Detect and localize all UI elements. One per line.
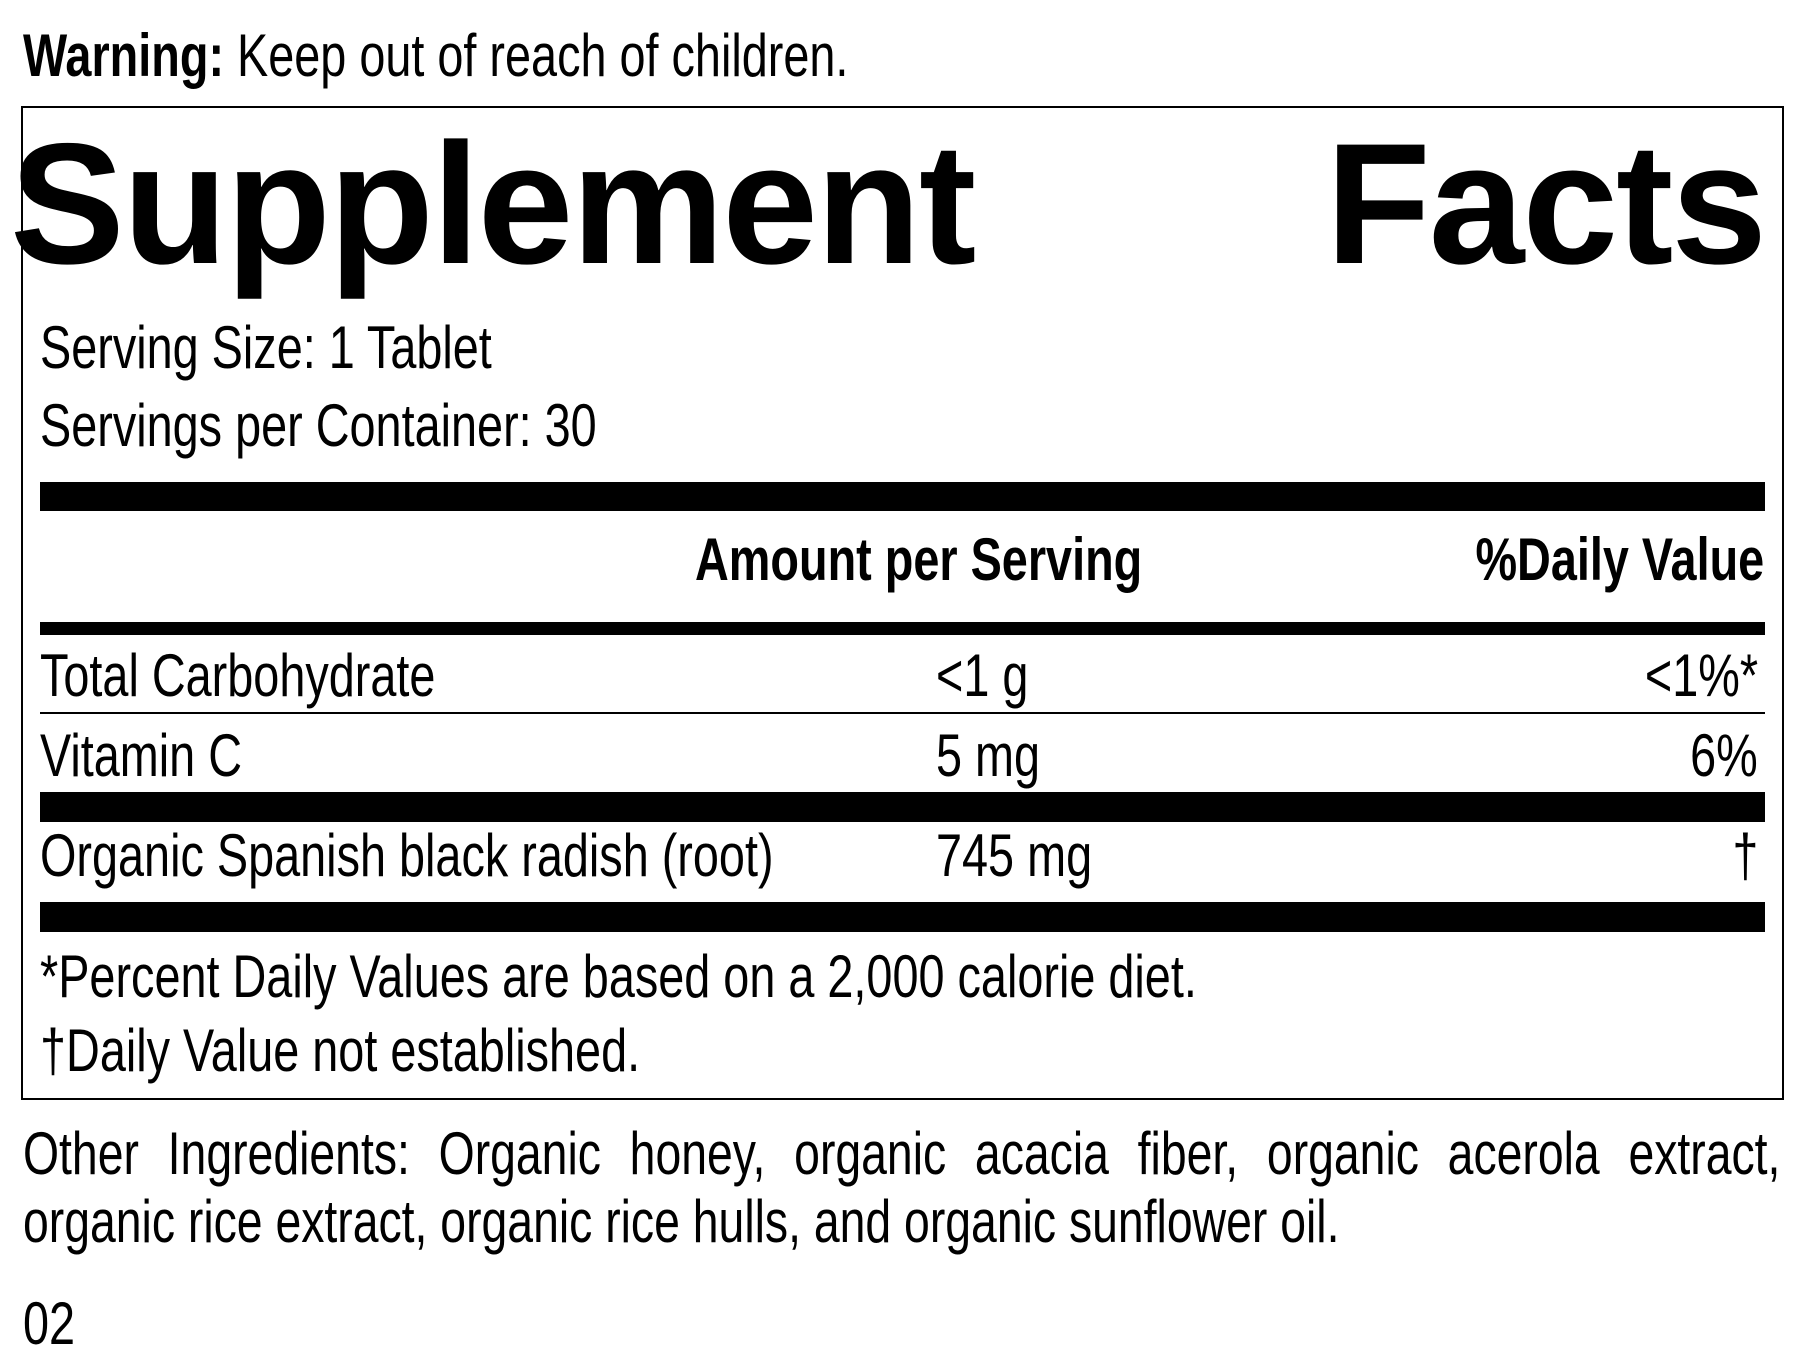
supplement-facts-panel <box>21 106 1784 1100</box>
row-amount: 5 mg <box>936 722 1041 789</box>
warning-label: Warning: <box>23 22 225 89</box>
row-name: Total Carbohydrate <box>40 642 436 709</box>
panel-title: Supplement Facts <box>10 108 1767 300</box>
other-ingredients: Other Ingredients: Organic honey, organi… <box>23 1120 1781 1255</box>
divider-thin <box>40 712 1765 714</box>
row-amount: 745 mg <box>936 822 1093 889</box>
title-word-1: Supplement <box>10 108 976 300</box>
serving-size: Serving Size: 1 Tablet <box>40 314 492 381</box>
row-dv: 6% <box>1690 722 1758 789</box>
header-amount: Amount per Serving <box>695 526 1143 593</box>
row-dv: † <box>1731 822 1758 889</box>
row-amount: <1 g <box>936 642 1029 709</box>
divider-medium <box>40 622 1765 635</box>
row-name: Organic Spanish black radish (root) <box>40 822 774 889</box>
footnote-dv-not-established: †Daily Value not established. <box>40 1017 641 1084</box>
divider-thick <box>40 792 1765 822</box>
label-code: 02 <box>23 1290 76 1357</box>
warning-text: Keep out of reach of children. <box>237 22 849 89</box>
servings-per-container: Servings per Container: 30 <box>40 392 597 459</box>
warning-line: Warning: Keep out of reach of children. <box>23 26 1081 86</box>
header-daily-value: %Daily Value <box>1475 526 1764 593</box>
footnote-percent-dv: *Percent Daily Values are based on a 2,0… <box>40 943 1197 1010</box>
title-word-2: Facts <box>1325 108 1767 300</box>
divider-thick <box>40 902 1765 932</box>
divider-thick <box>40 482 1765 511</box>
row-dv: <1%* <box>1644 642 1758 709</box>
row-name: Vitamin C <box>40 722 243 789</box>
